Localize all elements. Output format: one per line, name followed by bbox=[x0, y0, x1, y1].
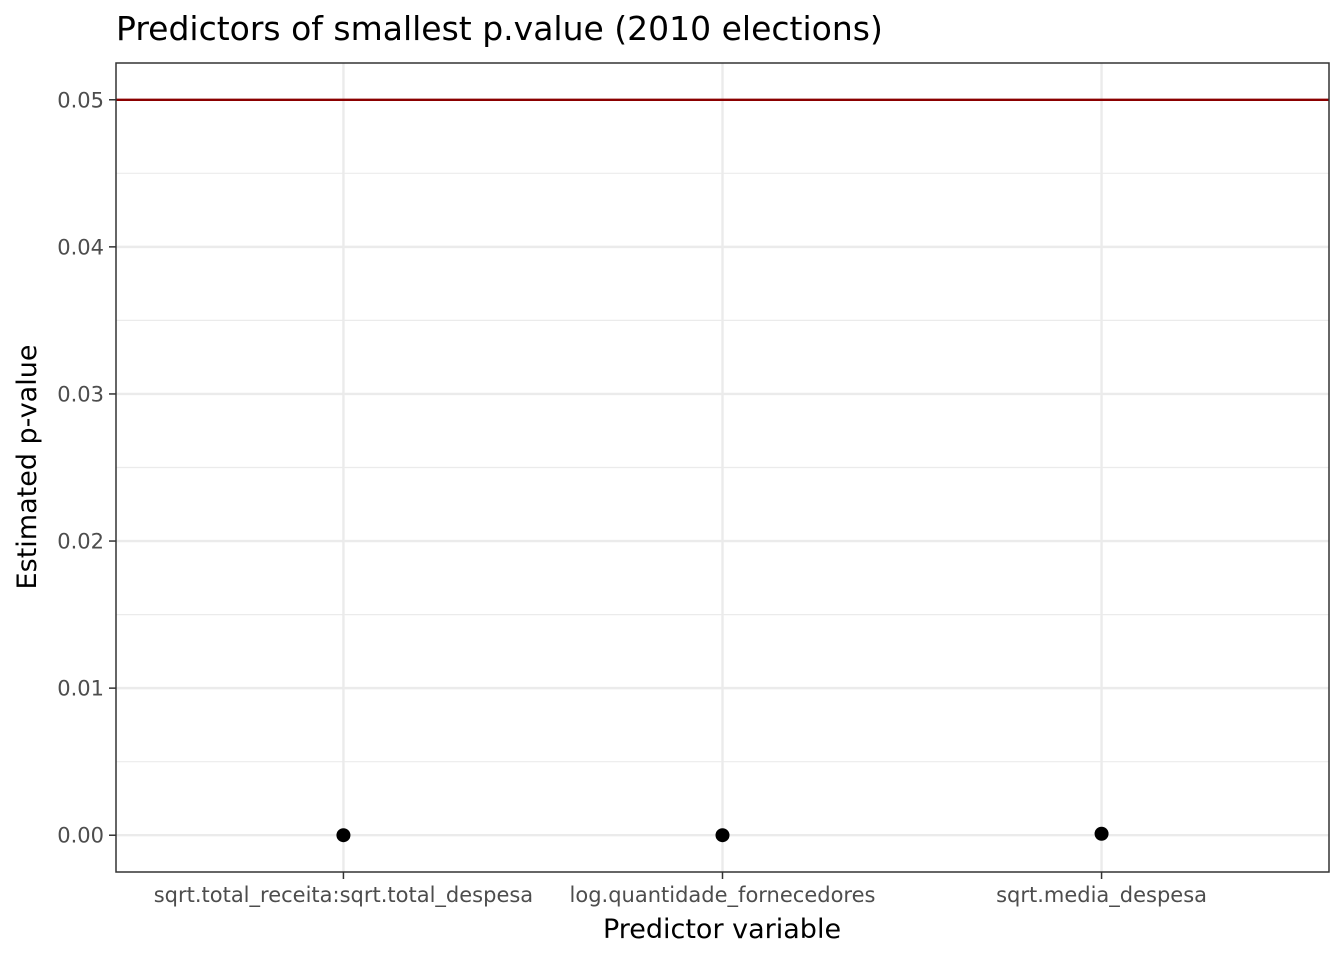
data-point bbox=[336, 828, 351, 843]
x-axis-title: Predictor variable bbox=[603, 914, 841, 945]
data-point bbox=[1094, 826, 1109, 841]
chart-title: Predictors of smallest p.value (2010 ele… bbox=[116, 9, 883, 48]
x-tick-label: sqrt.media_despesa bbox=[996, 883, 1207, 908]
y-tick-label: 0.04 bbox=[57, 235, 104, 259]
data-point bbox=[715, 828, 730, 843]
y-axis-title: Estimated p-value bbox=[12, 345, 43, 590]
y-tick-label: 0.03 bbox=[57, 382, 104, 406]
y-axis: 0.00 0.01 0.02 0.03 0.04 0.05 bbox=[57, 88, 116, 848]
x-tick-label: sqrt.total_receita:sqrt.total_despesa bbox=[154, 883, 534, 908]
x-tick-label: log.quantidade_fornecedores bbox=[570, 883, 876, 908]
x-axis: sqrt.total_receita:sqrt.total_despesa log… bbox=[154, 872, 1207, 908]
y-tick-label: 0.00 bbox=[57, 824, 104, 848]
y-tick-label: 0.01 bbox=[57, 677, 104, 701]
y-tick-label: 0.05 bbox=[57, 88, 104, 112]
data-points bbox=[336, 826, 1109, 843]
y-tick-label: 0.02 bbox=[57, 530, 104, 554]
